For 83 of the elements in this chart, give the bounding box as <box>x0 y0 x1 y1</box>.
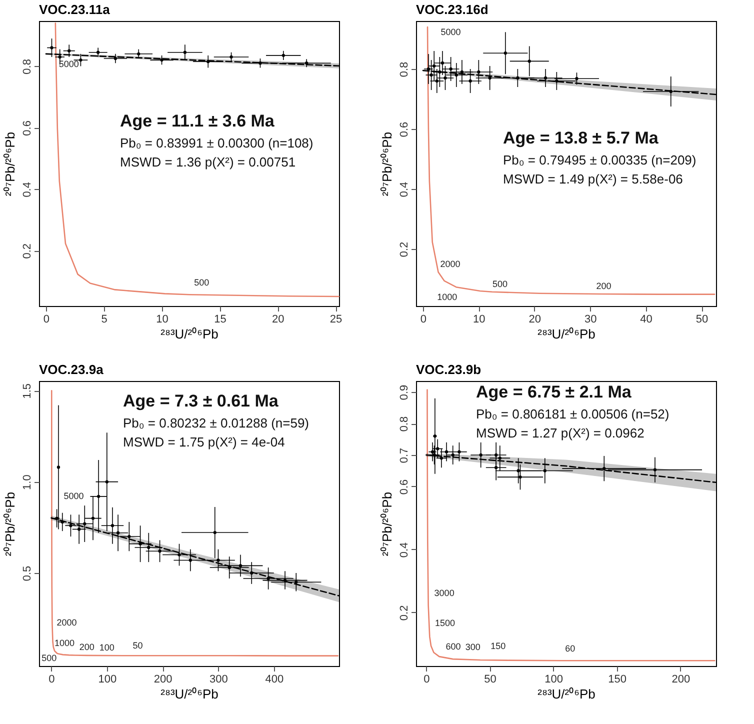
x-tick-label: 15 <box>214 314 226 326</box>
annotation: Pb₀ = 0.83991 ± 0.00300 (n=108) <box>120 136 314 150</box>
annotation: MSWD = 1.75 p(X²) = 4e-04 <box>123 434 285 450</box>
annotation: 5000 <box>440 27 461 38</box>
y-tick-label: 0.8 <box>22 59 34 74</box>
annotation: 50 <box>132 640 143 651</box>
y-tick-label: 0.8 <box>398 62 410 78</box>
annotation: 60 <box>565 644 576 654</box>
annotation: 2000 <box>56 618 77 628</box>
y-tick-label: 1.0 <box>22 474 34 490</box>
x-tick-label: 20 <box>528 314 542 326</box>
x-tick-label: 40 <box>640 314 652 326</box>
annotation: MSWD = 1.49 p(X²) = 5.58e-06 <box>503 172 683 187</box>
x-tick-label: 200 <box>672 674 690 686</box>
y-tick-label: 1.5 <box>22 384 34 399</box>
chart-title: VOC.23.16d <box>416 2 488 17</box>
x-axis-title: ²⁸³U/²⁰⁶Pb <box>538 686 596 702</box>
annotation: MSWD = 1.27 p(X²) = 0.0962 <box>476 426 644 441</box>
x-tick-label: 200 <box>154 674 172 686</box>
x-tick-label: 20 <box>272 314 284 326</box>
x-tick-label: 0 <box>420 314 427 326</box>
annotation: 1000 <box>437 292 458 302</box>
annotation: 500 <box>42 652 57 663</box>
x-tick-label: 100 <box>98 674 117 686</box>
y-tick-label: 0.4 <box>398 542 410 558</box>
annotation: 200 <box>596 281 612 291</box>
annotation: Pb₀ = 0.80232 ± 0.01288 (n=59) <box>123 416 310 431</box>
annotation: MSWD = 1.36 p(X²) = 0.00751 <box>120 154 296 170</box>
annotation: 200 <box>79 642 94 652</box>
x-tick-label: 50 <box>696 314 708 326</box>
annotation: Age = 7.3 ± 0.61 Ma <box>123 392 279 411</box>
y-tick-label: 0.7 <box>398 448 410 464</box>
y-tick-label: 0.8 <box>398 416 410 432</box>
annotation: Age = 11.1 ± 3.6 Ma <box>120 112 275 130</box>
annotation: 3000 <box>434 588 454 598</box>
x-tick-label: 400 <box>265 674 284 686</box>
x-tick-label: 300 <box>210 674 228 686</box>
chart-title: VOC.23.9a <box>39 362 104 377</box>
y-axis-title: ²⁰⁷Pb/²⁰⁶Pb <box>380 132 394 196</box>
x-tick-label: 10 <box>473 314 486 326</box>
x-tick-label: 30 <box>584 314 597 326</box>
y-tick-label: 0.6 <box>22 120 34 136</box>
x-tick-label: 5 <box>101 314 108 326</box>
y-axis-title: ²⁰⁷Pb/²⁰⁶Pb <box>2 492 18 556</box>
annotation: 2000 <box>440 259 460 270</box>
x-tick-label: 25 <box>330 314 342 326</box>
x-tick-label: 150 <box>608 674 627 686</box>
y-tick-label: 0.4 <box>22 182 34 198</box>
x-axis-title: ²⁸³U/²⁰⁶Pb <box>538 326 596 342</box>
chart-title: VOC.23.9b <box>416 362 482 377</box>
annotation: Age = 13.8 ± 5.7 Ma <box>503 128 659 148</box>
annotation: 1000 <box>54 638 75 648</box>
x-tick-label: 100 <box>544 674 563 686</box>
annotation: 5000 <box>64 490 84 501</box>
y-tick-label: 0.2 <box>398 242 410 258</box>
annotation: 100 <box>99 642 114 652</box>
y-tick-label: 0.2 <box>398 605 410 621</box>
y-tick-label: 0.9 <box>398 384 410 400</box>
y-axis-title: ²⁰⁷Pb/²⁰⁶Pb <box>2 132 18 196</box>
y-tick-label: 0.5 <box>22 566 34 582</box>
x-tick-label: 0 <box>43 314 50 326</box>
annotation: Age = 6.75 ± 2.1 Ma <box>476 382 632 402</box>
annotation: 1500 <box>435 618 456 628</box>
x-axis-title: ²⁸³U/²⁰⁶Pb <box>160 686 218 702</box>
annotation: 500 <box>492 278 508 289</box>
x-tick-label: 0 <box>424 674 430 686</box>
y-axis-title: ²⁰⁷Pb/²⁰⁶Pb <box>380 492 394 556</box>
annotation: 600 <box>446 642 461 652</box>
annotation: Pb₀ = 0.806181 ± 0.00506 (n=52) <box>476 406 670 422</box>
chart-title: VOC.23.11a <box>39 2 111 17</box>
y-tick-label: 0.2 <box>22 244 34 259</box>
x-tick-label: 10 <box>156 314 168 326</box>
annotation: Pb₀ = 0.79495 ± 0.00335 (n=209) <box>503 152 696 168</box>
y-tick-label: 0.4 <box>398 182 410 198</box>
annotation: 500 <box>194 278 210 288</box>
annotation: 300 <box>465 642 480 652</box>
x-axis-title: ²⁸³U/²⁰⁶Pb <box>160 326 218 342</box>
annotation: 150 <box>490 641 506 652</box>
y-tick-label: 0.6 <box>398 479 410 495</box>
x-tick-label: 0 <box>48 674 55 686</box>
y-tick-label: 0.6 <box>398 122 410 138</box>
annotation: 5000 <box>58 59 79 70</box>
x-tick-label: 50 <box>484 674 496 686</box>
